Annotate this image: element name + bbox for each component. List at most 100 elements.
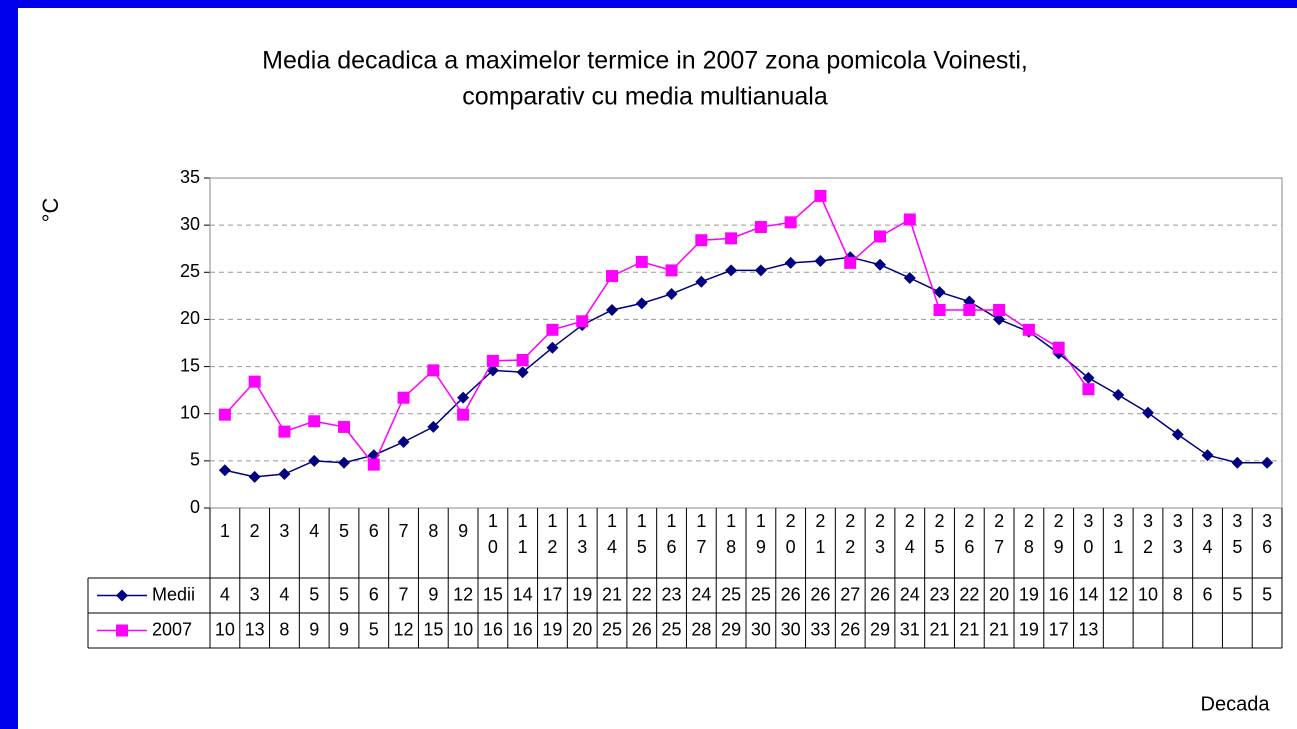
table-value: 26 (840, 619, 860, 639)
x-tick-digit: 1 (637, 511, 647, 531)
x-tick-digit: 9 (756, 537, 766, 557)
x-tick-digit: 5 (935, 537, 945, 557)
table-value: 19 (1019, 619, 1039, 639)
point (725, 232, 738, 245)
x-tick-label: 4 (309, 521, 319, 541)
point (218, 464, 231, 477)
table-value: 21 (930, 619, 950, 639)
point (665, 264, 678, 277)
point (1261, 456, 1274, 469)
point (397, 436, 410, 448)
point (874, 258, 886, 271)
point (427, 364, 440, 377)
table-value: 20 (989, 584, 1009, 604)
table-value: 25 (602, 619, 622, 639)
x-tick-digit: 0 (786, 537, 796, 557)
series-line (224, 256, 1268, 478)
table-value: 17 (1049, 619, 1069, 639)
x-tick-digit: 2 (994, 511, 1004, 531)
table-value: 21 (959, 619, 979, 639)
x-tick-digit: 4 (1203, 537, 1213, 557)
point (248, 375, 261, 388)
y-tick-label: 30 (180, 214, 200, 234)
point (367, 458, 380, 471)
point (784, 256, 797, 269)
point (993, 313, 1006, 326)
table-value: 26 (870, 584, 890, 604)
x-tick-label: 6 (369, 521, 379, 541)
table-value: 16 (483, 619, 503, 639)
x-tick-digit: 0 (488, 537, 498, 557)
table-value: 13 (1078, 619, 1098, 639)
point (1082, 383, 1095, 396)
table-value: 24 (900, 584, 920, 604)
x-tick-label: 7 (399, 521, 409, 541)
point (1142, 406, 1154, 419)
point (1022, 323, 1035, 336)
x-tick-digit: 1 (726, 511, 736, 531)
table-value: 15 (483, 584, 503, 604)
legend-label: Medii (152, 584, 195, 604)
table-value: 5 (1232, 584, 1242, 604)
table-value: 26 (632, 619, 652, 639)
point (635, 255, 648, 268)
table-value: 9 (339, 619, 349, 639)
x-tick-digit: 8 (726, 537, 736, 557)
point (486, 354, 499, 367)
x-tick-label: 3 (279, 521, 289, 541)
table-value: 29 (721, 619, 741, 639)
table-value: 7 (399, 584, 409, 604)
x-tick-digit: 0 (1083, 537, 1093, 557)
point (695, 234, 708, 247)
point (1052, 341, 1065, 354)
table-value: 23 (662, 584, 682, 604)
point (1082, 371, 1095, 384)
x-tick-digit: 2 (547, 537, 557, 557)
x-tick-label: 2 (250, 521, 260, 541)
table-value: 26 (810, 584, 830, 604)
point (1112, 388, 1125, 401)
x-tick-digit: 1 (815, 537, 825, 557)
table-value: 21 (989, 619, 1009, 639)
x-tick-digit: 2 (1143, 537, 1153, 557)
x-tick-digit: 1 (667, 511, 677, 531)
x-tick-digit: 5 (1232, 537, 1242, 557)
table-value: 25 (751, 584, 771, 604)
table-value: 9 (309, 619, 319, 639)
x-tick-digit: 2 (935, 511, 945, 531)
table-value: 23 (930, 584, 950, 604)
table-value: 22 (632, 584, 652, 604)
x-tick-digit: 7 (696, 537, 706, 557)
x-tick-label: 8 (428, 521, 438, 541)
x-tick-digit: 6 (1262, 537, 1272, 557)
x-tick-label: 1 (220, 521, 230, 541)
point (814, 254, 827, 267)
x-tick-digit: 2 (1054, 511, 1064, 531)
table-value: 9 (428, 584, 438, 604)
x-tick-digit: 7 (994, 537, 1004, 557)
point (844, 256, 857, 269)
point (546, 323, 559, 336)
x-tick-digit: 3 (1113, 511, 1123, 531)
x-tick-digit: 8 (1024, 537, 1034, 557)
x-tick-digit: 3 (1143, 511, 1153, 531)
x-tick-digit: 9 (1054, 537, 1064, 557)
table-value: 20 (572, 619, 592, 639)
table-value: 5 (1262, 584, 1272, 604)
frame-left (0, 0, 18, 729)
x-axis-label: Decada (1201, 693, 1271, 715)
point (606, 270, 618, 283)
